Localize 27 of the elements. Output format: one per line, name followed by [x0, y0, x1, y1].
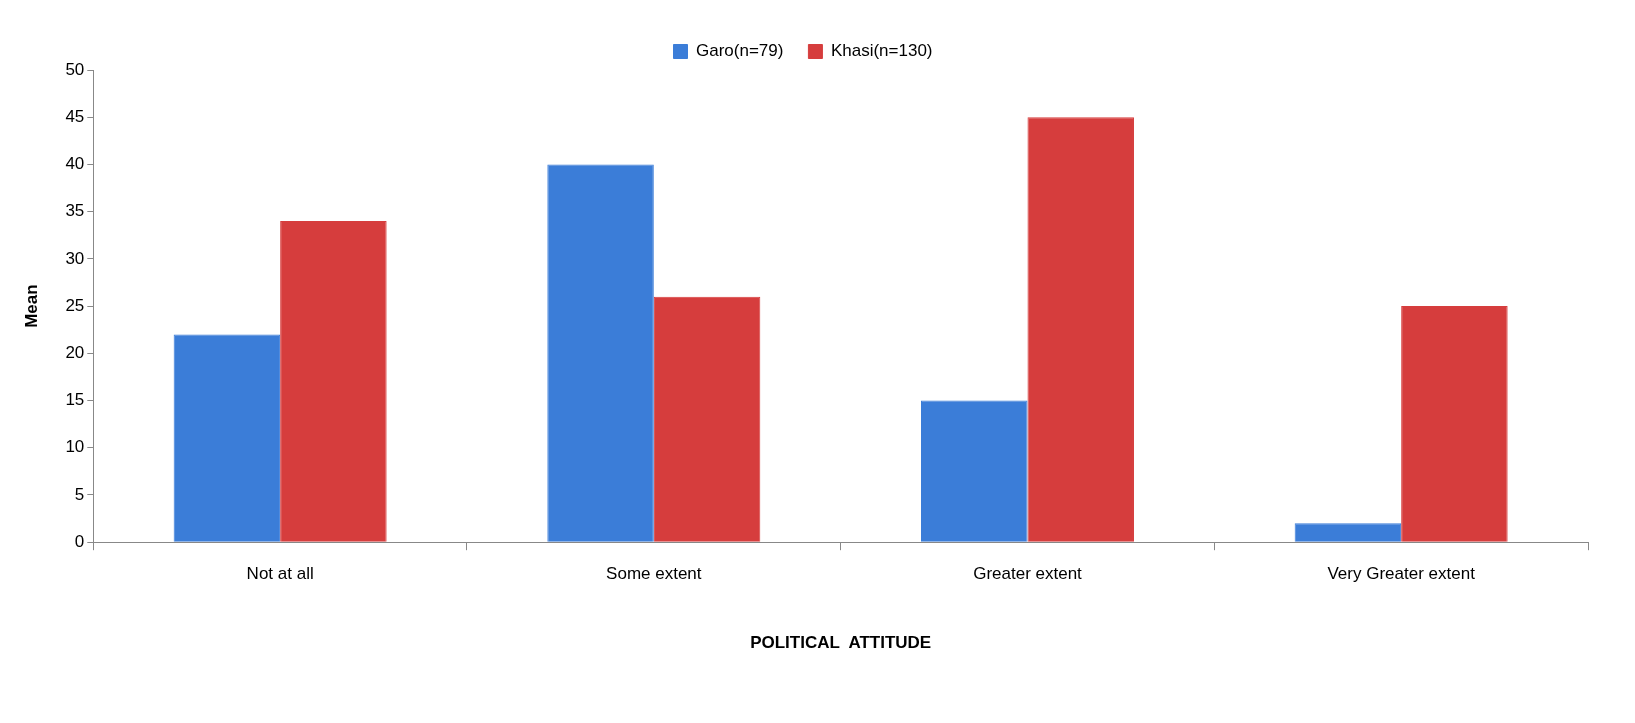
y-tick-label: 35 — [65, 201, 85, 221]
y-tick-label: 5 — [74, 484, 85, 504]
y-tick-label: 10 — [65, 437, 85, 457]
x-tick-label: Greater extent — [973, 564, 1083, 584]
y-tick-label: 50 — [65, 59, 85, 79]
bar — [1027, 117, 1134, 542]
y-tick-label: 20 — [65, 343, 85, 363]
legend-label: Khasi(n=130) — [830, 41, 933, 61]
y-tick-label: 40 — [65, 154, 85, 174]
x-axis-title: POLITICAL ATTITUDE — [750, 633, 932, 653]
bar — [653, 296, 761, 542]
y-tick-label: 0 — [74, 531, 85, 551]
bar — [547, 164, 654, 542]
y-tick-label: 25 — [65, 295, 85, 315]
bar — [173, 334, 281, 542]
bar — [280, 221, 387, 542]
y-tick-label: 15 — [65, 390, 85, 410]
y-tick-label: 30 — [65, 248, 85, 268]
x-tick-label: Not at all — [246, 564, 314, 584]
bar — [1294, 523, 1402, 542]
bar — [920, 400, 1028, 542]
y-tick-label: 45 — [65, 106, 85, 126]
legend-label: Garo(n=79) — [696, 41, 784, 61]
bar — [1401, 306, 1508, 542]
x-tick-label: Very Greater extent — [1327, 564, 1476, 584]
x-tick-label: Some extent — [606, 564, 702, 584]
y-axis-title: Mean — [21, 284, 41, 328]
